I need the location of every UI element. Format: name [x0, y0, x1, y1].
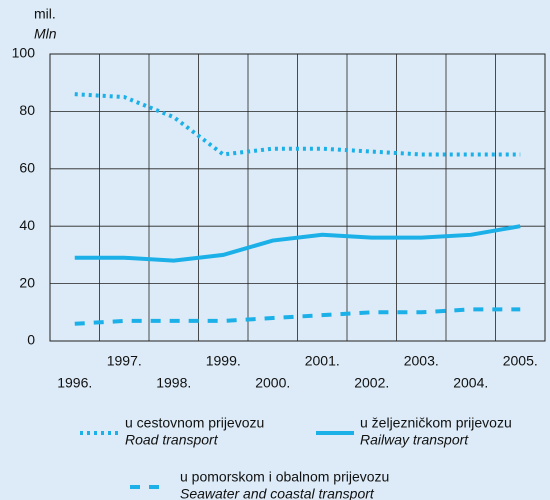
legend-label: u željezničkom prijevozu [360, 415, 512, 431]
y-tick-label: 0 [27, 332, 35, 348]
y-tick-label: 20 [19, 274, 35, 290]
y-label: mil. [34, 6, 56, 22]
y-label-en: Mln [34, 26, 57, 42]
series-line [74, 224, 521, 263]
x-tick-label: 2001. [305, 353, 340, 369]
x-tick-label: 1997. [107, 353, 142, 369]
x-tick-label: 2004. [453, 375, 488, 391]
legend-label: u pomorskom i obalnom prijevozu [180, 469, 389, 485]
x-tick-label: 2005. [503, 353, 538, 369]
legend-label: u cestovnom prijevozu [125, 415, 264, 431]
y-tick-label: 40 [19, 217, 35, 233]
legend-label-en: Seawater and coastal transport [180, 486, 375, 500]
y-tick-label: 60 [19, 160, 35, 176]
x-tick-label: 1999. [206, 353, 241, 369]
series-line [74, 92, 521, 157]
y-tick-label: 100 [12, 45, 36, 61]
x-tick-label: 2003. [404, 353, 439, 369]
y-tick-label: 80 [19, 102, 35, 118]
x-tick-label: 1996. [57, 375, 92, 391]
plot-frame [49, 53, 546, 342]
legend-label-en: Railway transport [360, 432, 469, 448]
legend-label-en: Road transport [125, 432, 219, 448]
x-tick-label: 2000. [255, 375, 290, 391]
x-tick-label: 2002. [354, 375, 389, 391]
x-tick-label: 1998. [156, 375, 191, 391]
